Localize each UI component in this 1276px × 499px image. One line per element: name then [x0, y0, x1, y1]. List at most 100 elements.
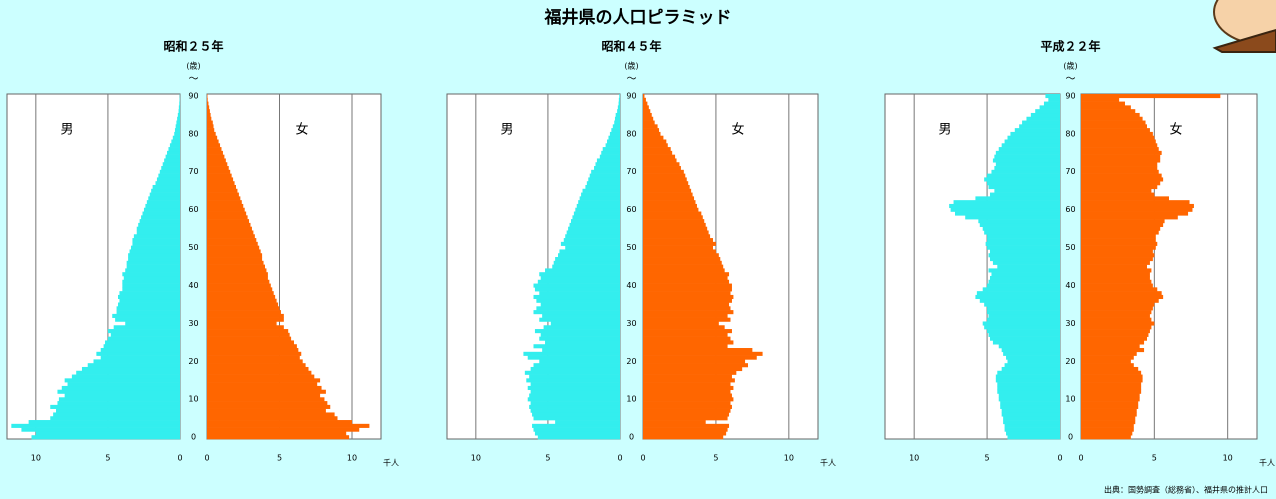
bar — [1081, 329, 1150, 334]
bar — [1081, 268, 1152, 273]
bar — [1001, 143, 1060, 148]
bar — [165, 154, 180, 159]
bar — [122, 279, 180, 284]
bar — [618, 101, 620, 106]
bar — [1081, 97, 1120, 102]
bar — [985, 241, 1060, 246]
bar — [1019, 124, 1060, 129]
bar — [949, 203, 1060, 209]
bar — [207, 329, 289, 334]
bar — [207, 260, 264, 265]
bar — [152, 184, 180, 190]
bar — [1004, 363, 1060, 368]
bar — [1081, 427, 1134, 432]
x-tick-label: 10 — [909, 454, 919, 463]
bar — [207, 188, 238, 193]
x-tick-label: 0 — [177, 454, 182, 463]
bar — [643, 382, 731, 387]
bar — [158, 173, 180, 178]
bar — [1081, 325, 1152, 330]
bar — [128, 257, 180, 262]
bar — [984, 230, 1060, 235]
bar — [207, 207, 245, 212]
bar — [113, 325, 180, 330]
bar — [129, 249, 180, 254]
bar — [1081, 135, 1155, 140]
bar — [1081, 336, 1147, 341]
bar — [527, 397, 620, 402]
bar — [1081, 264, 1147, 269]
bar — [596, 158, 620, 163]
bar — [643, 431, 727, 436]
bar — [1081, 257, 1153, 262]
bar — [545, 340, 620, 345]
bar — [139, 219, 180, 224]
bar — [103, 344, 180, 349]
bar — [1081, 366, 1139, 372]
y-tick-label: 70 — [626, 167, 636, 176]
bar — [589, 173, 620, 178]
bar — [161, 166, 180, 171]
bar — [576, 203, 620, 209]
bar — [534, 329, 620, 334]
bar — [136, 226, 180, 231]
x-tick-label: 5 — [277, 454, 282, 463]
bar — [988, 332, 1060, 337]
bar — [1081, 287, 1158, 292]
bar — [207, 359, 303, 364]
bar — [643, 287, 732, 292]
bar — [555, 257, 620, 262]
bar — [982, 287, 1060, 292]
page-title: 福井県の人口ピラミッド — [544, 7, 732, 28]
bar — [1010, 131, 1060, 137]
bar — [207, 143, 221, 148]
y-tick-label: 40 — [188, 281, 198, 290]
bar — [122, 272, 180, 277]
bar — [643, 230, 709, 235]
bar — [553, 260, 620, 265]
bar — [542, 313, 620, 318]
bar — [643, 359, 746, 364]
bar — [1081, 177, 1164, 182]
bar — [1081, 253, 1155, 258]
bar — [530, 382, 620, 387]
bar — [1081, 389, 1142, 394]
legend-label: 女 — [1169, 122, 1182, 138]
bar — [1000, 404, 1060, 409]
x-tick-label: 10 — [784, 454, 794, 463]
bar — [579, 196, 620, 201]
bar — [175, 124, 180, 129]
bar — [614, 120, 620, 125]
bar — [1081, 294, 1164, 300]
x-tick-label: 5 — [105, 454, 110, 463]
bar — [542, 348, 620, 353]
bar — [100, 355, 180, 360]
bar — [995, 378, 1060, 383]
bar — [615, 112, 620, 118]
bar — [992, 158, 1060, 163]
bar — [133, 234, 180, 239]
bar — [207, 294, 276, 300]
bar — [565, 245, 620, 250]
bar — [643, 150, 673, 155]
bar — [207, 340, 294, 345]
bar — [21, 427, 180, 432]
y-tick-label: 20 — [1065, 357, 1075, 366]
bar — [207, 150, 223, 155]
bar — [1081, 105, 1131, 110]
bar — [207, 215, 248, 220]
bar — [523, 351, 620, 356]
bar — [58, 397, 180, 402]
bar — [162, 162, 180, 167]
bar — [990, 275, 1060, 281]
bar — [643, 109, 651, 114]
bar — [128, 253, 180, 258]
x-tick-label: 0 — [617, 454, 622, 463]
bar — [207, 351, 302, 356]
bar — [643, 340, 734, 345]
bar — [1081, 245, 1156, 250]
bar — [530, 408, 620, 413]
bar — [536, 306, 620, 311]
bar — [207, 253, 263, 258]
bar — [555, 420, 620, 425]
